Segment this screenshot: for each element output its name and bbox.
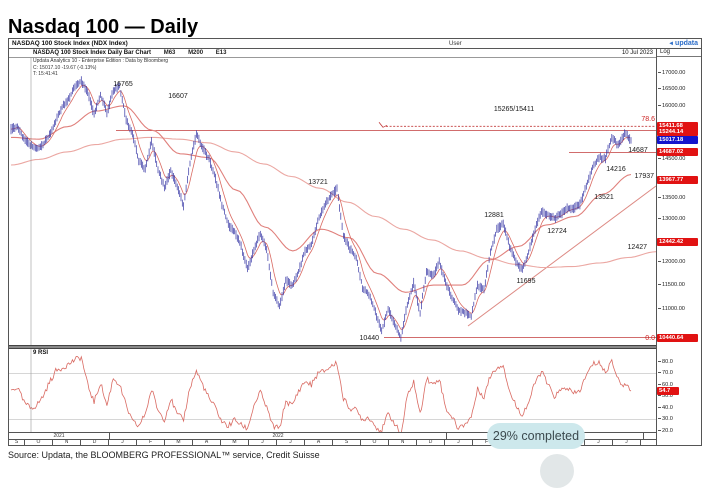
- scale-label[interactable]: Log: [657, 48, 701, 57]
- rsi-chart[interactable]: [9, 349, 701, 432]
- month-label: J: [445, 440, 473, 445]
- price-tick-label: 11500.00: [658, 282, 685, 288]
- decorative-circle: [540, 454, 574, 488]
- chart-annotation: 78.6: [641, 116, 655, 123]
- user-label: User: [449, 40, 462, 47]
- updata-logo-icon: ◄: [668, 40, 675, 47]
- month-label: N: [53, 440, 81, 445]
- chart-window: NASDAQ 100 Stock Index (NDX Index) User …: [8, 38, 702, 449]
- rsi-tick-label: 80.0: [658, 359, 673, 365]
- chart-annotation: 11695: [517, 278, 536, 285]
- month-label: J: [249, 440, 277, 445]
- window-title: NASDAQ 100 Stock Index (NDX Index): [12, 40, 128, 47]
- month-label: A: [305, 440, 333, 445]
- indicator-e13[interactable]: E13: [215, 49, 227, 56]
- month-label: N: [389, 440, 417, 445]
- price-level-box: 15017.18: [657, 136, 698, 145]
- year-label: 2022: [110, 433, 447, 439]
- rsi-tick-label: 30.0: [658, 416, 673, 422]
- month-label: J: [109, 440, 137, 445]
- month-label: S: [9, 440, 25, 445]
- chart-annotation: 14687: [628, 147, 648, 154]
- chart-subtitle-row: NASDAQ 100 Stock Index Daily Bar Chart M…: [33, 50, 226, 56]
- info-analytics: Updata Analytics 10 - Enterprise Edition…: [33, 58, 169, 64]
- month-label: M: [221, 440, 249, 445]
- page: { "page": { "title": "Nasdaq 100 — Daily…: [8, 16, 702, 488]
- price-level-box: 12442.42: [657, 238, 698, 247]
- chart-annotation: 16765: [113, 81, 133, 88]
- chart-annotation: 12427: [628, 244, 648, 251]
- rsi-tick-label: 60.0: [658, 382, 673, 388]
- window-titlebar: NASDAQ 100 Stock Index (NDX Index) User …: [9, 39, 701, 49]
- level-arrow-icon: [378, 122, 388, 128]
- rsi-tick-label: 50.0: [658, 393, 673, 399]
- chart-annotation: 15265/15411: [494, 106, 534, 113]
- month-label: F: [137, 440, 165, 445]
- rsi-current-box: 54.7: [657, 387, 679, 396]
- chart-annotation: 10440: [360, 335, 380, 342]
- price-tick-label: 13000.00: [658, 216, 685, 222]
- chart-annotation: 16607: [168, 93, 188, 100]
- chart-annotation: 12724: [547, 228, 567, 235]
- price-tick-label: 16500.00: [658, 86, 685, 92]
- month-label: O: [361, 440, 389, 445]
- price-tick-label: 14500.00: [658, 156, 685, 162]
- completed-tooltip-text: 29% completed: [492, 429, 580, 443]
- indicator-m200[interactable]: M200: [188, 49, 204, 56]
- month-label: D: [417, 440, 445, 445]
- chart-annotation: 14216: [606, 166, 626, 173]
- main-price-chart[interactable]: 16765 16607 13721 12881 12724 11695 13521 14216…: [9, 57, 701, 346]
- panel-separator: [9, 345, 657, 349]
- price-level-box: 15244.14: [657, 128, 698, 137]
- rsi-tick-label: 20.0: [658, 428, 673, 434]
- info-time: T: 15:41:41: [33, 71, 58, 77]
- rsi-label: 9 RSI: [33, 350, 49, 356]
- chart-annotation: 17937: [635, 173, 655, 180]
- rsi-tick-label: 70.0: [658, 370, 673, 376]
- month-label: J: [585, 440, 613, 445]
- rsi-tick-label: 40.0: [658, 405, 673, 411]
- chart-annotation: 12881: [484, 212, 504, 219]
- chart-annotation: 0.0: [645, 335, 655, 342]
- ma200-line: [10, 136, 657, 269]
- year-label: 2021: [9, 433, 110, 439]
- source-attribution: Source: Updata, the BLOOMBERG PROFESSION…: [8, 450, 320, 460]
- price-level-box: 15411.68: [657, 122, 698, 131]
- trendline: [467, 185, 657, 327]
- month-label: M: [165, 440, 193, 445]
- price-tick-label: 11000.00: [658, 306, 685, 312]
- info-close-price: C: 15017.10 -19.67 (-0.13%): [33, 64, 97, 71]
- ma63-line: [11, 105, 632, 293]
- price-level-box: 10440.64: [657, 333, 698, 342]
- header-divider: [9, 57, 701, 58]
- price-bars: [10, 76, 632, 342]
- indicator-m63[interactable]: M63: [163, 49, 176, 56]
- price-level-box: 13967.77: [657, 175, 698, 184]
- month-label: O: [25, 440, 53, 445]
- price-tick-label: 17000.00: [658, 70, 685, 76]
- chart-subtitle: NASDAQ 100 Stock Index Daily Bar Chart: [33, 49, 152, 56]
- chart-annotation: 13521: [594, 194, 614, 201]
- page-title: Nasdaq 100 — Daily: [8, 16, 199, 39]
- year-axis-row: 202120222023: [9, 432, 701, 439]
- price-axis: Log 17000.00 16500.00 16000.00 14500.00 1350…: [656, 48, 701, 445]
- price-tick-label: 16000.00: [658, 103, 685, 109]
- ema13-line: [10, 84, 630, 331]
- chart-annotation: 13721: [308, 179, 328, 186]
- month-label: A: [193, 440, 221, 445]
- updata-logo[interactable]: ◄updata: [668, 39, 698, 47]
- month-label: J: [613, 440, 641, 445]
- price-tick-label: 13500.00: [658, 195, 685, 201]
- price-tick-label: 12000.00: [658, 259, 685, 265]
- completed-tooltip: 29% completed: [487, 423, 585, 449]
- rsi-line: [10, 355, 632, 432]
- month-label: J: [277, 440, 305, 445]
- price-level-box: 14687.02: [657, 148, 698, 157]
- chart-date: 10 Jul 2023: [621, 49, 653, 56]
- month-label: D: [81, 440, 109, 445]
- month-axis-row: SONDJFMAMJJASONDJFMAMJJ: [9, 439, 701, 445]
- month-label: S: [333, 440, 361, 445]
